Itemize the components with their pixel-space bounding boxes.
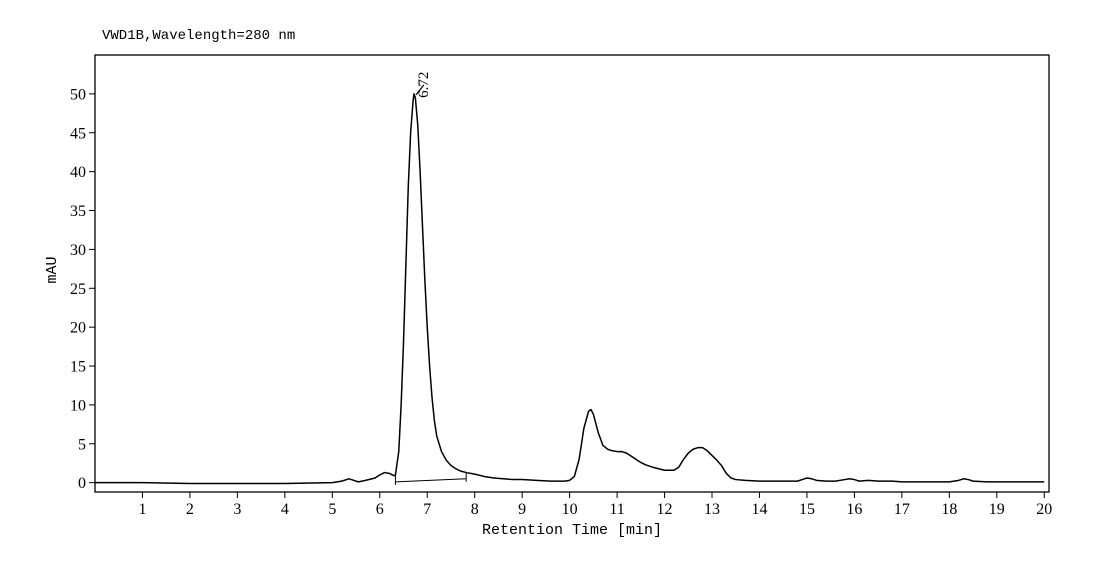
y-tick-label: 40	[70, 164, 86, 181]
chromatogram-trace	[95, 93, 1045, 485]
integration-ticks	[394, 471, 467, 485]
y-tick-label: 20	[70, 320, 86, 337]
x-tick-label: 11	[609, 501, 624, 518]
x-tick-label: 6	[376, 501, 384, 518]
integration-baseline	[395, 478, 467, 483]
x-axis-label: Retention Time [min]	[482, 522, 662, 539]
x-axis: 1 2 3 4 5 6 7 8 9 10 11 12 13 14 15 16 17 18 19 20	[138, 492, 1052, 518]
x-tick-label: 2	[186, 501, 194, 518]
x-tick-label: 16	[846, 501, 862, 518]
peak-annotations: 6.72	[415, 72, 432, 98]
x-tick-label: 3	[233, 501, 241, 518]
y-tick-label: 0	[78, 475, 86, 492]
x-tick-label: 4	[281, 501, 289, 518]
y-tick-label: 45	[70, 125, 86, 142]
peak-marker	[415, 84, 425, 96]
y-axis: 0 5 10 15 20 25 30 35 40 45 50	[70, 86, 95, 492]
y-tick-label: 35	[70, 203, 86, 220]
x-tick-label: 8	[471, 501, 479, 518]
x-tick-label: 19	[989, 501, 1005, 518]
y-tick-label: 25	[70, 281, 86, 298]
y-tick-label: 10	[70, 397, 86, 414]
x-tick-label: 13	[704, 501, 720, 518]
x-tick-label: 7	[423, 501, 431, 518]
y-tick-label: 50	[70, 86, 86, 103]
plot-frame	[94, 54, 1050, 493]
x-tick-label: 1	[138, 501, 146, 518]
x-tick-label: 14	[751, 501, 767, 518]
x-tick-label: 17	[894, 501, 910, 518]
x-tick-label: 9	[518, 501, 526, 518]
x-tick-label: 12	[657, 501, 673, 518]
x-tick-label: 15	[799, 501, 815, 518]
y-tick-label: 30	[70, 242, 86, 259]
x-tick-label: 10	[562, 501, 578, 518]
x-tick-label: 20	[1036, 501, 1052, 518]
x-tick-label: 5	[328, 501, 336, 518]
y-axis-label: mAU	[44, 256, 61, 283]
chart-title: VWD1B,Wavelength=280 nm	[102, 28, 295, 44]
x-tick-label: 18	[941, 501, 957, 518]
peak-label: 6.72	[416, 72, 432, 98]
y-tick-label: 5	[78, 436, 86, 453]
y-tick-label: 15	[70, 359, 86, 376]
